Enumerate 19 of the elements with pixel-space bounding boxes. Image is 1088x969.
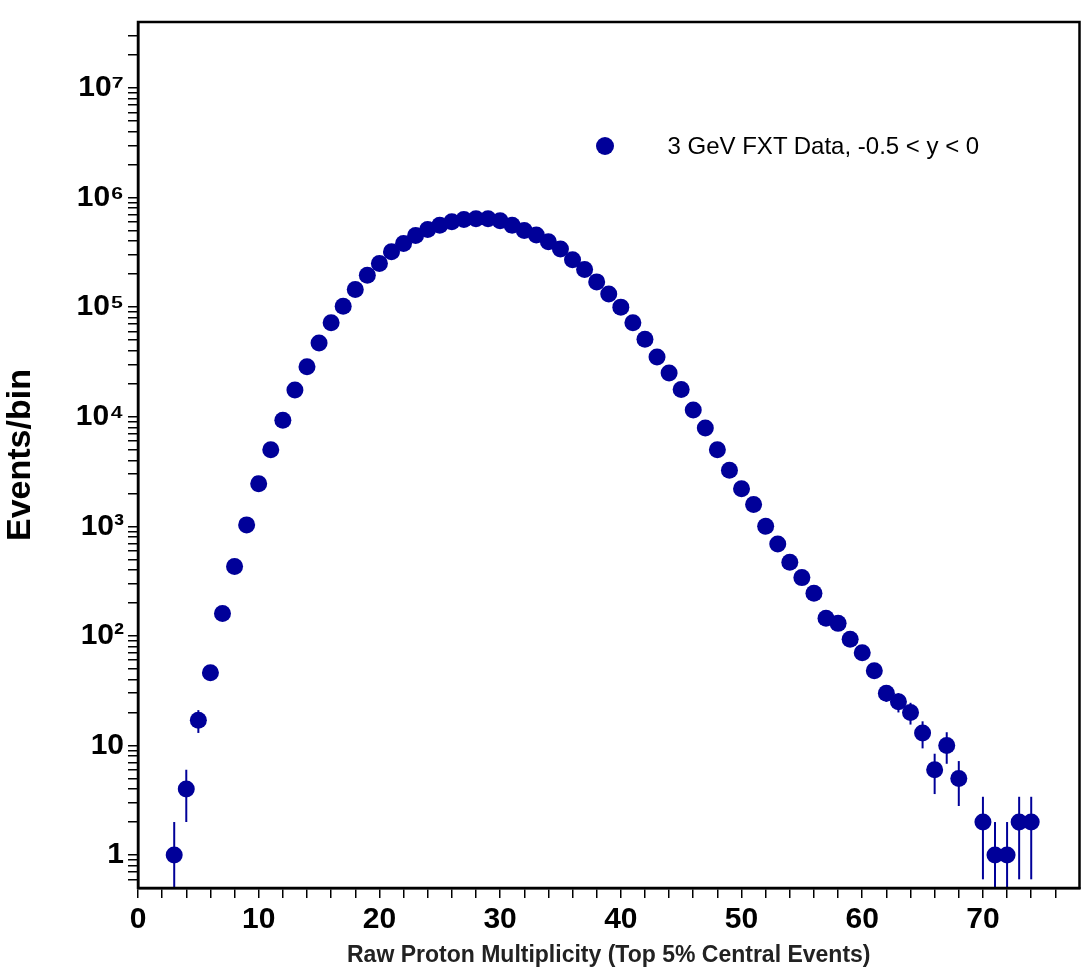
legend-label: 3 GeV FXT Data, -0.5 < y < 0 [667, 132, 980, 160]
y-tick-label: 10⁵ [76, 288, 124, 322]
x-tick-label: 10 [242, 901, 276, 935]
y-tick-label: 10⁷ [78, 69, 124, 103]
x-tick-label: 70 [966, 901, 1000, 935]
y-tick-label: 10⁶ [76, 178, 124, 212]
x-tick-label: 30 [483, 901, 517, 935]
x-tick-label: 0 [129, 901, 147, 935]
x-tick-label: 50 [724, 901, 759, 935]
y-tick-label: 10² [80, 617, 125, 651]
y-tick-label: 10³ [80, 507, 125, 541]
x-tick-label: 20 [362, 901, 397, 935]
y-tick-label: 10⁴ [75, 397, 124, 431]
y-axis-title: Events/bin [0, 369, 37, 541]
x-axis-title: Raw Proton Multiplicity (Top 5% Central Events) [346, 940, 871, 967]
y-tick-label: 10 [90, 726, 124, 760]
x-tick-label: 40 [604, 901, 638, 935]
y-tick-label: 1 [107, 836, 124, 870]
x-tick-label: 60 [845, 901, 879, 935]
